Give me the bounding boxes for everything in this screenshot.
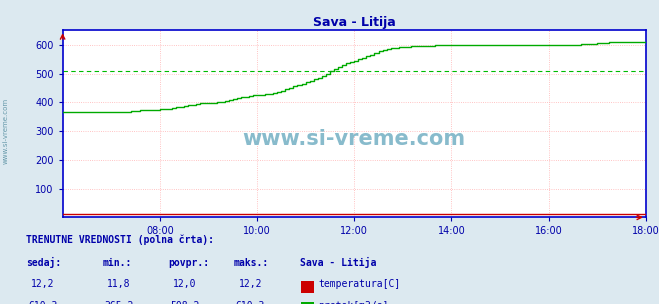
Text: 12,0: 12,0 [173,279,196,289]
Text: 508,2: 508,2 [170,301,199,304]
Text: www.si-vreme.com: www.si-vreme.com [2,98,9,164]
Text: 610,3: 610,3 [236,301,265,304]
Text: 365,2: 365,2 [104,301,133,304]
Text: www.si-vreme.com: www.si-vreme.com [243,129,466,149]
Text: Sava - Litija: Sava - Litija [300,257,376,268]
Text: sedaj:: sedaj: [26,257,61,268]
Text: 12,2: 12,2 [31,279,55,289]
Text: pretok[m3/s]: pretok[m3/s] [318,301,389,304]
Text: temperatura[C]: temperatura[C] [318,279,401,289]
Title: Sava - Litija: Sava - Litija [313,16,395,29]
Text: maks.:: maks.: [234,258,269,268]
Text: 610,3: 610,3 [28,301,57,304]
Text: min.:: min.: [102,258,132,268]
Text: TRENUTNE VREDNOSTI (polna črta):: TRENUTNE VREDNOSTI (polna črta): [26,235,214,245]
Text: povpr.:: povpr.: [168,258,209,268]
Text: 11,8: 11,8 [107,279,130,289]
Text: 12,2: 12,2 [239,279,262,289]
